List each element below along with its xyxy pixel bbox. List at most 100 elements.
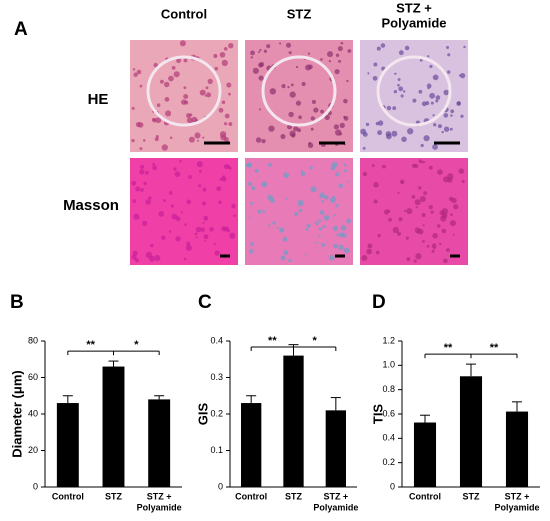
cell (310, 116, 315, 121)
cell (136, 69, 142, 75)
cell (441, 130, 444, 134)
cell (310, 127, 314, 131)
significance-label: ** (444, 342, 453, 354)
cell (321, 243, 326, 247)
micrograph-texture (361, 159, 465, 264)
cell (152, 162, 155, 166)
cell (224, 113, 230, 119)
cell (343, 163, 347, 167)
y-tick-label: 20 (28, 445, 38, 455)
cell (340, 225, 347, 231)
cell (213, 53, 218, 59)
cell (199, 169, 202, 173)
cell (386, 105, 392, 111)
cell (400, 179, 405, 185)
cell (132, 68, 136, 71)
cell (183, 86, 187, 90)
cell (377, 120, 384, 126)
cell (387, 209, 391, 213)
cell (305, 227, 309, 231)
cell (150, 243, 154, 248)
cell (203, 234, 209, 240)
cell (339, 132, 343, 136)
x-tick-label: STZ + (147, 491, 172, 501)
cell (282, 236, 288, 242)
cell (361, 254, 368, 261)
cell (152, 117, 156, 122)
cell (250, 56, 253, 59)
cell (430, 210, 434, 214)
cell (288, 51, 292, 55)
cell (309, 166, 314, 170)
y-tick-label: 0.8 (382, 384, 395, 394)
cell (435, 99, 439, 103)
cell (207, 78, 213, 85)
x-tick-label: Polyamide (137, 502, 182, 512)
cell (328, 60, 332, 63)
error-bar (154, 395, 165, 400)
cell (189, 113, 193, 117)
cell (298, 115, 302, 120)
cell (418, 89, 423, 94)
cell (227, 229, 231, 233)
cell (414, 199, 421, 206)
cell (204, 94, 207, 97)
cell (131, 106, 135, 110)
cell (315, 241, 318, 244)
cell (195, 236, 198, 239)
cell (319, 210, 325, 215)
cell (461, 179, 465, 183)
significance-label: ** (490, 342, 499, 354)
cell (318, 234, 321, 238)
cell (362, 146, 366, 150)
cell (417, 228, 424, 235)
cell (219, 131, 227, 138)
cell (450, 213, 453, 216)
cell (335, 172, 340, 177)
cell (202, 136, 205, 139)
y-tick-label: 1.2 (382, 335, 395, 345)
cell (377, 130, 383, 136)
cell (391, 130, 398, 137)
cell (308, 64, 313, 70)
cell (154, 255, 161, 262)
x-tick-label: STZ (105, 491, 123, 501)
cell (425, 101, 430, 106)
cell (432, 114, 435, 117)
cell (279, 227, 285, 233)
cell (179, 159, 182, 163)
glomerulus (146, 55, 222, 127)
cell (221, 59, 228, 67)
row-label: HE (88, 91, 109, 108)
cell (216, 186, 222, 192)
significance-label: ** (86, 339, 95, 351)
cell (443, 89, 449, 96)
cell (168, 230, 172, 233)
cell (333, 243, 339, 249)
cell (430, 101, 434, 105)
panel-label: A (14, 19, 28, 40)
cell (431, 249, 435, 253)
x-tick-label: STZ (285, 491, 303, 501)
cell (158, 211, 165, 217)
cell (304, 253, 307, 256)
cell (261, 181, 268, 188)
cell (142, 220, 148, 226)
cell (343, 247, 350, 254)
cell (371, 164, 375, 167)
cell (135, 186, 141, 192)
y-tick-label: 0.4 (210, 335, 223, 345)
cell (338, 59, 342, 63)
cell (330, 165, 336, 171)
cell (165, 110, 172, 117)
cell (432, 232, 438, 239)
cell (307, 142, 314, 149)
cell (432, 74, 439, 81)
cell (276, 226, 279, 230)
cell (258, 62, 263, 68)
cell (401, 136, 407, 143)
panel-label: C (198, 292, 212, 313)
cell (267, 194, 274, 201)
cell (169, 136, 173, 140)
cell (196, 139, 200, 142)
